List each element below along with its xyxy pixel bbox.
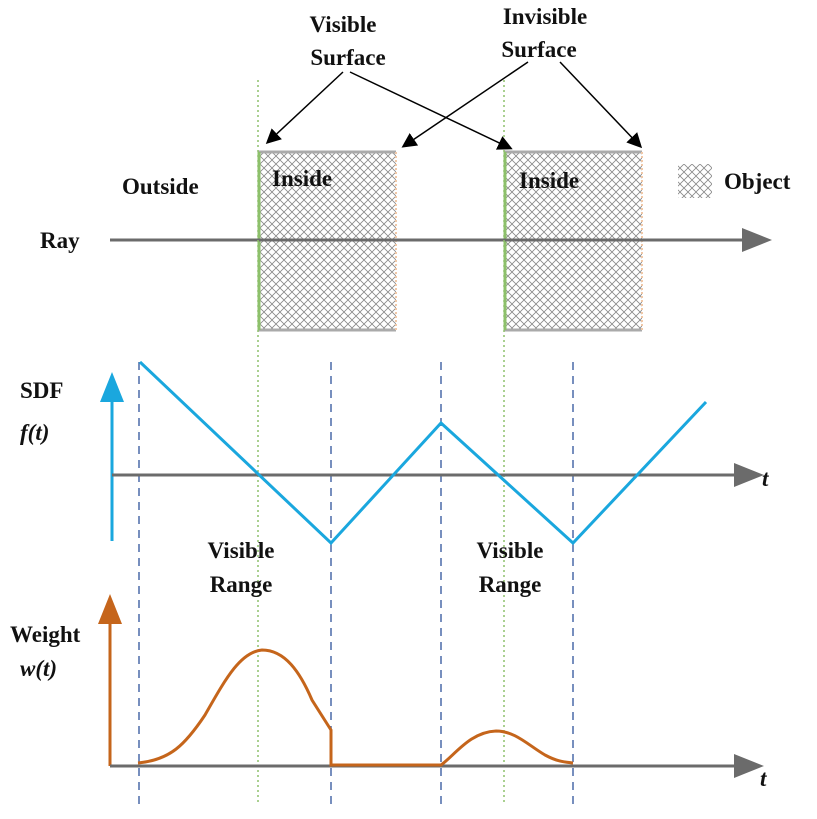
green-dotted-guides: [257, 80, 505, 805]
inside-label-2: Inside: [519, 168, 579, 193]
sdf-function-label: f(t): [20, 420, 49, 445]
weight-curve: [137, 648, 574, 767]
invisible-surface-label: Invisible: [503, 4, 587, 29]
sdf-label: SDF: [20, 378, 63, 403]
weight-function-label: w(t): [20, 656, 57, 681]
inside-label-1: Inside: [272, 166, 332, 191]
visible-surface-label-2: Surface: [310, 45, 385, 70]
outside-label: Outside: [122, 174, 199, 199]
object-legend-label: Object: [724, 169, 791, 194]
visible-range-label-b-2: Range: [479, 572, 542, 597]
sdf-curve: [138, 360, 708, 546]
visible-range-label-a-2: Range: [210, 572, 273, 597]
surface-arrows: [265, 61, 643, 150]
weight-t-label: t: [760, 766, 767, 791]
object-legend-swatch: [678, 164, 712, 198]
ray-label: Ray: [40, 228, 80, 253]
sdf-t-label: t: [762, 466, 769, 491]
visible-surface-label: Visible: [310, 12, 377, 37]
invisible-surface-label-2: Surface: [501, 37, 576, 62]
weight-label: Weight: [10, 622, 81, 647]
visible-range-label-a: Visible: [208, 538, 275, 563]
visible-range-label-b: Visible: [477, 538, 544, 563]
